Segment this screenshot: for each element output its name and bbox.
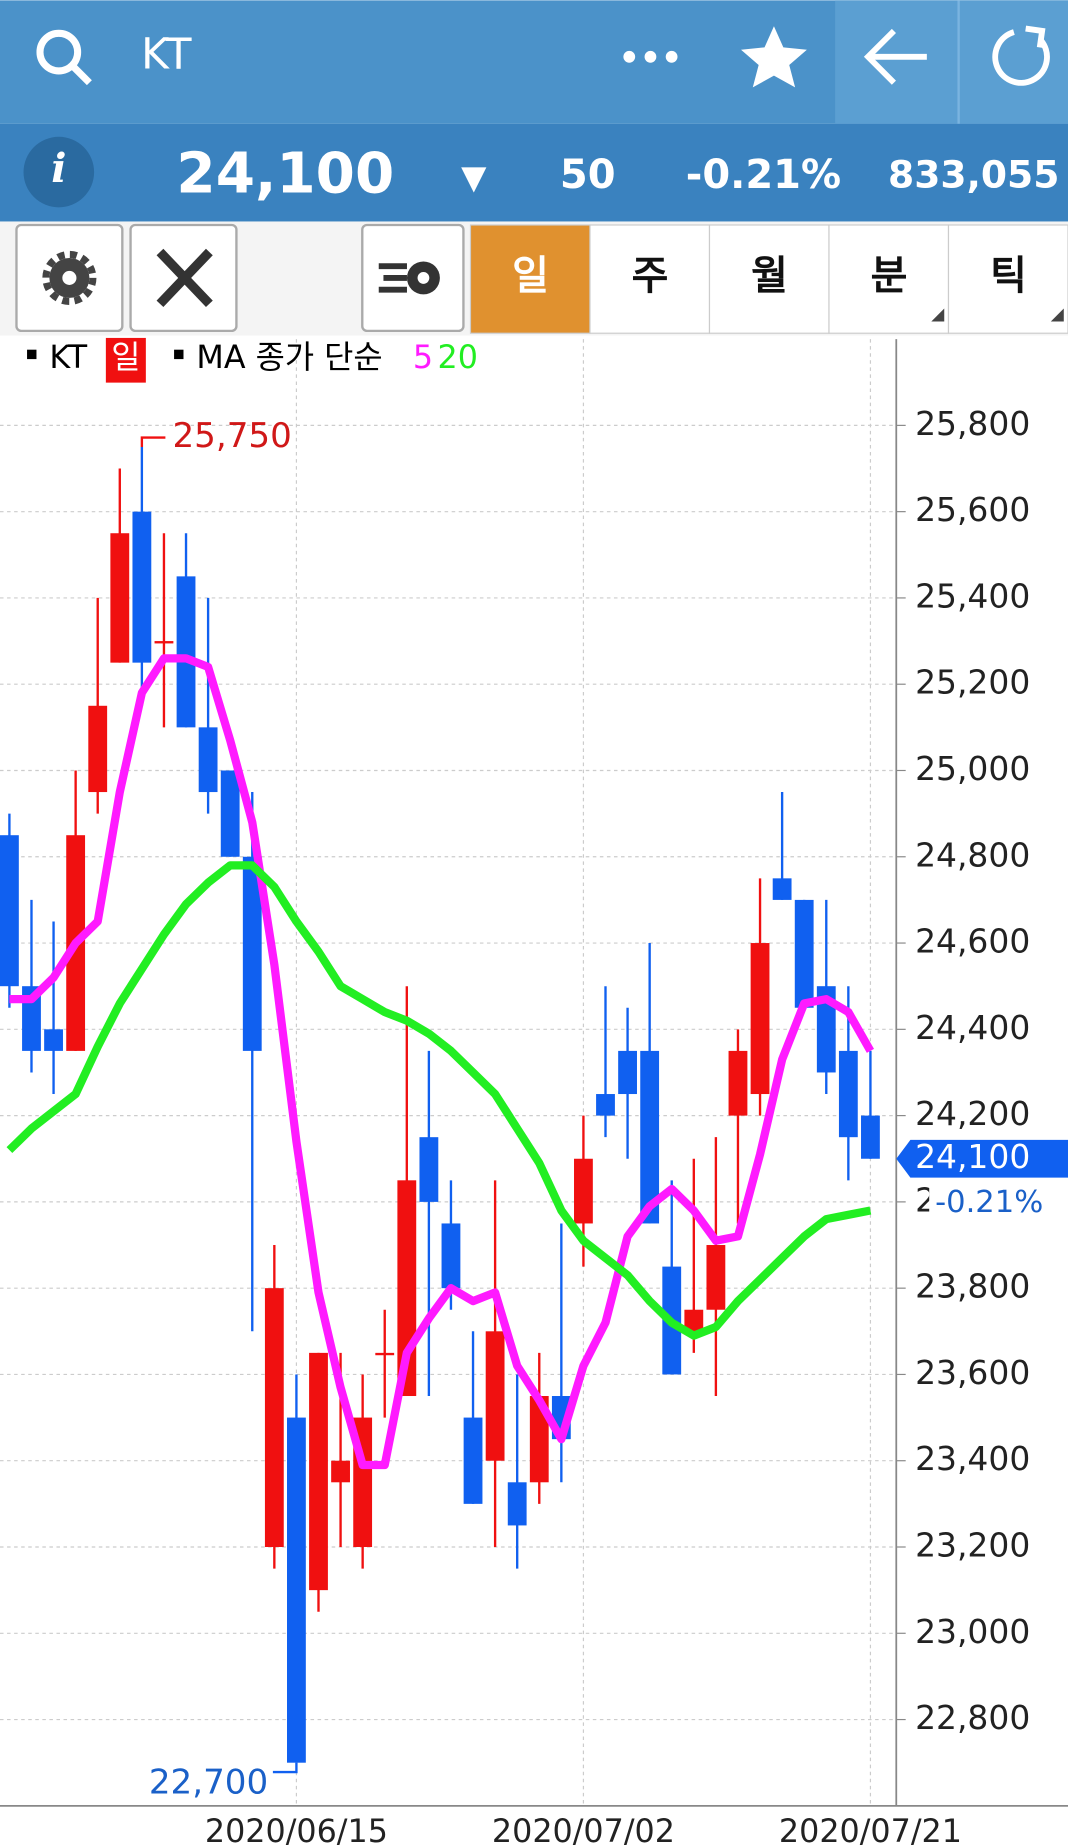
candle-body xyxy=(110,533,130,663)
tab-label[interactable]: 분 xyxy=(871,253,908,299)
candle-body xyxy=(861,1115,880,1159)
info-glyph[interactable]: i xyxy=(51,145,66,192)
tab-label[interactable]: 틱 xyxy=(990,253,1027,299)
min-arrow xyxy=(272,1762,298,1774)
candle-body xyxy=(706,1245,726,1310)
star-icon[interactable] xyxy=(741,26,807,88)
candle-body xyxy=(838,1050,858,1138)
indicator-button[interactable] xyxy=(361,223,465,333)
candle-body xyxy=(132,511,152,663)
y-tick-label: 23,400 xyxy=(915,1439,1030,1478)
tab-label[interactable]: 월 xyxy=(751,253,788,299)
y-tick-label: 25,600 xyxy=(915,490,1030,529)
y-tick-label: 24,600 xyxy=(915,922,1030,961)
candle-body xyxy=(529,1396,549,1483)
candle-body xyxy=(596,1094,615,1116)
legend-ma: MA 종가 단순 xyxy=(196,340,382,376)
y-tick-label: 25,200 xyxy=(915,663,1030,702)
y-tick-label: 25,000 xyxy=(915,749,1030,788)
legend: KT 일 MA 종가 단순 5 20 xyxy=(27,337,478,383)
candle-body xyxy=(485,1331,505,1461)
refresh-icon[interactable] xyxy=(992,25,1050,86)
legend-ma5: 5 xyxy=(413,340,433,376)
candle-body xyxy=(794,899,814,1008)
candle-body xyxy=(88,705,108,793)
y-tick-label: 24,400 xyxy=(915,1008,1030,1047)
y-tick-label: 23,000 xyxy=(915,1612,1030,1651)
legend-ma20: 20 xyxy=(438,340,478,376)
change-rate: -0.21% xyxy=(686,152,841,198)
quote-bar xyxy=(0,123,1068,222)
candle-body xyxy=(0,835,19,987)
tab-label[interactable]: 주 xyxy=(632,253,669,299)
candle-body xyxy=(618,1050,637,1095)
x-tick-label: 2020/06/15 xyxy=(205,1814,388,1845)
candle-body xyxy=(772,878,792,900)
candle-body xyxy=(640,1050,660,1224)
candle-body xyxy=(44,1029,63,1051)
tab[interactable] xyxy=(947,224,1068,334)
ma-line xyxy=(9,654,875,1470)
last-price-label: 24,100 xyxy=(915,1137,1030,1176)
candle-body xyxy=(728,1050,748,1116)
candle-body xyxy=(198,727,218,793)
candle-body xyxy=(419,1137,439,1202)
candle-body xyxy=(750,943,770,1095)
y-tick-label: 25,800 xyxy=(915,404,1030,443)
candle-body xyxy=(242,856,262,1051)
candle-body xyxy=(264,1288,284,1547)
legend-symbol: KT xyxy=(49,340,87,376)
y-tick-label: 24,200 xyxy=(915,1094,1030,1133)
candle-body xyxy=(220,770,240,857)
candle-body xyxy=(574,1158,593,1224)
price: 24,100 xyxy=(176,141,394,206)
y-tick-label: 24,800 xyxy=(915,835,1030,874)
candle-body xyxy=(507,1482,527,1526)
change-bg xyxy=(929,1184,1053,1223)
back-icon[interactable] xyxy=(863,28,927,85)
last-change: -0.21% xyxy=(935,1185,1043,1220)
settings-button[interactable] xyxy=(15,223,124,333)
min-label: 22,700 xyxy=(149,1762,268,1802)
candle-body xyxy=(375,1352,395,1356)
y-tick-label: 22,800 xyxy=(915,1698,1030,1737)
y-tick-label: 23,800 xyxy=(915,1267,1030,1306)
candle-body xyxy=(176,576,196,728)
candle-body xyxy=(684,1309,704,1332)
volume: 833,055 xyxy=(888,152,1059,196)
info-icon[interactable] xyxy=(23,136,95,208)
last-price-tag xyxy=(896,1139,1068,1178)
x-tick-label: 2020/07/21 xyxy=(779,1814,962,1845)
tab-label[interactable]: 일 xyxy=(512,253,549,299)
direction: ▼ xyxy=(461,158,487,197)
candle-body xyxy=(463,1417,483,1504)
y-tick-label: 25,400 xyxy=(915,576,1030,615)
tab[interactable] xyxy=(469,224,591,334)
candle-body xyxy=(309,1352,328,1591)
max-label: 25,750 xyxy=(172,416,291,456)
candle-body xyxy=(154,641,174,644)
candle-body xyxy=(816,986,836,1073)
legend-period: 일 xyxy=(111,340,140,376)
tools-button[interactable] xyxy=(129,223,238,333)
tab[interactable] xyxy=(708,224,830,334)
candle-body xyxy=(331,1460,350,1483)
x-tick-label: 2020/07/02 xyxy=(492,1814,675,1845)
y-tick-label: 23,600 xyxy=(915,1353,1030,1392)
more-icon[interactable] xyxy=(623,50,678,63)
ma-line xyxy=(6,861,872,1340)
search-icon[interactable] xyxy=(36,29,92,86)
search-text[interactable]: KT xyxy=(141,29,191,78)
change: 50 xyxy=(560,152,616,198)
y-tick-label: 23,200 xyxy=(915,1525,1030,1564)
max-arrow xyxy=(140,436,166,447)
candle-body xyxy=(287,1417,306,1763)
candle-body xyxy=(441,1223,461,1289)
tab[interactable] xyxy=(589,224,711,334)
